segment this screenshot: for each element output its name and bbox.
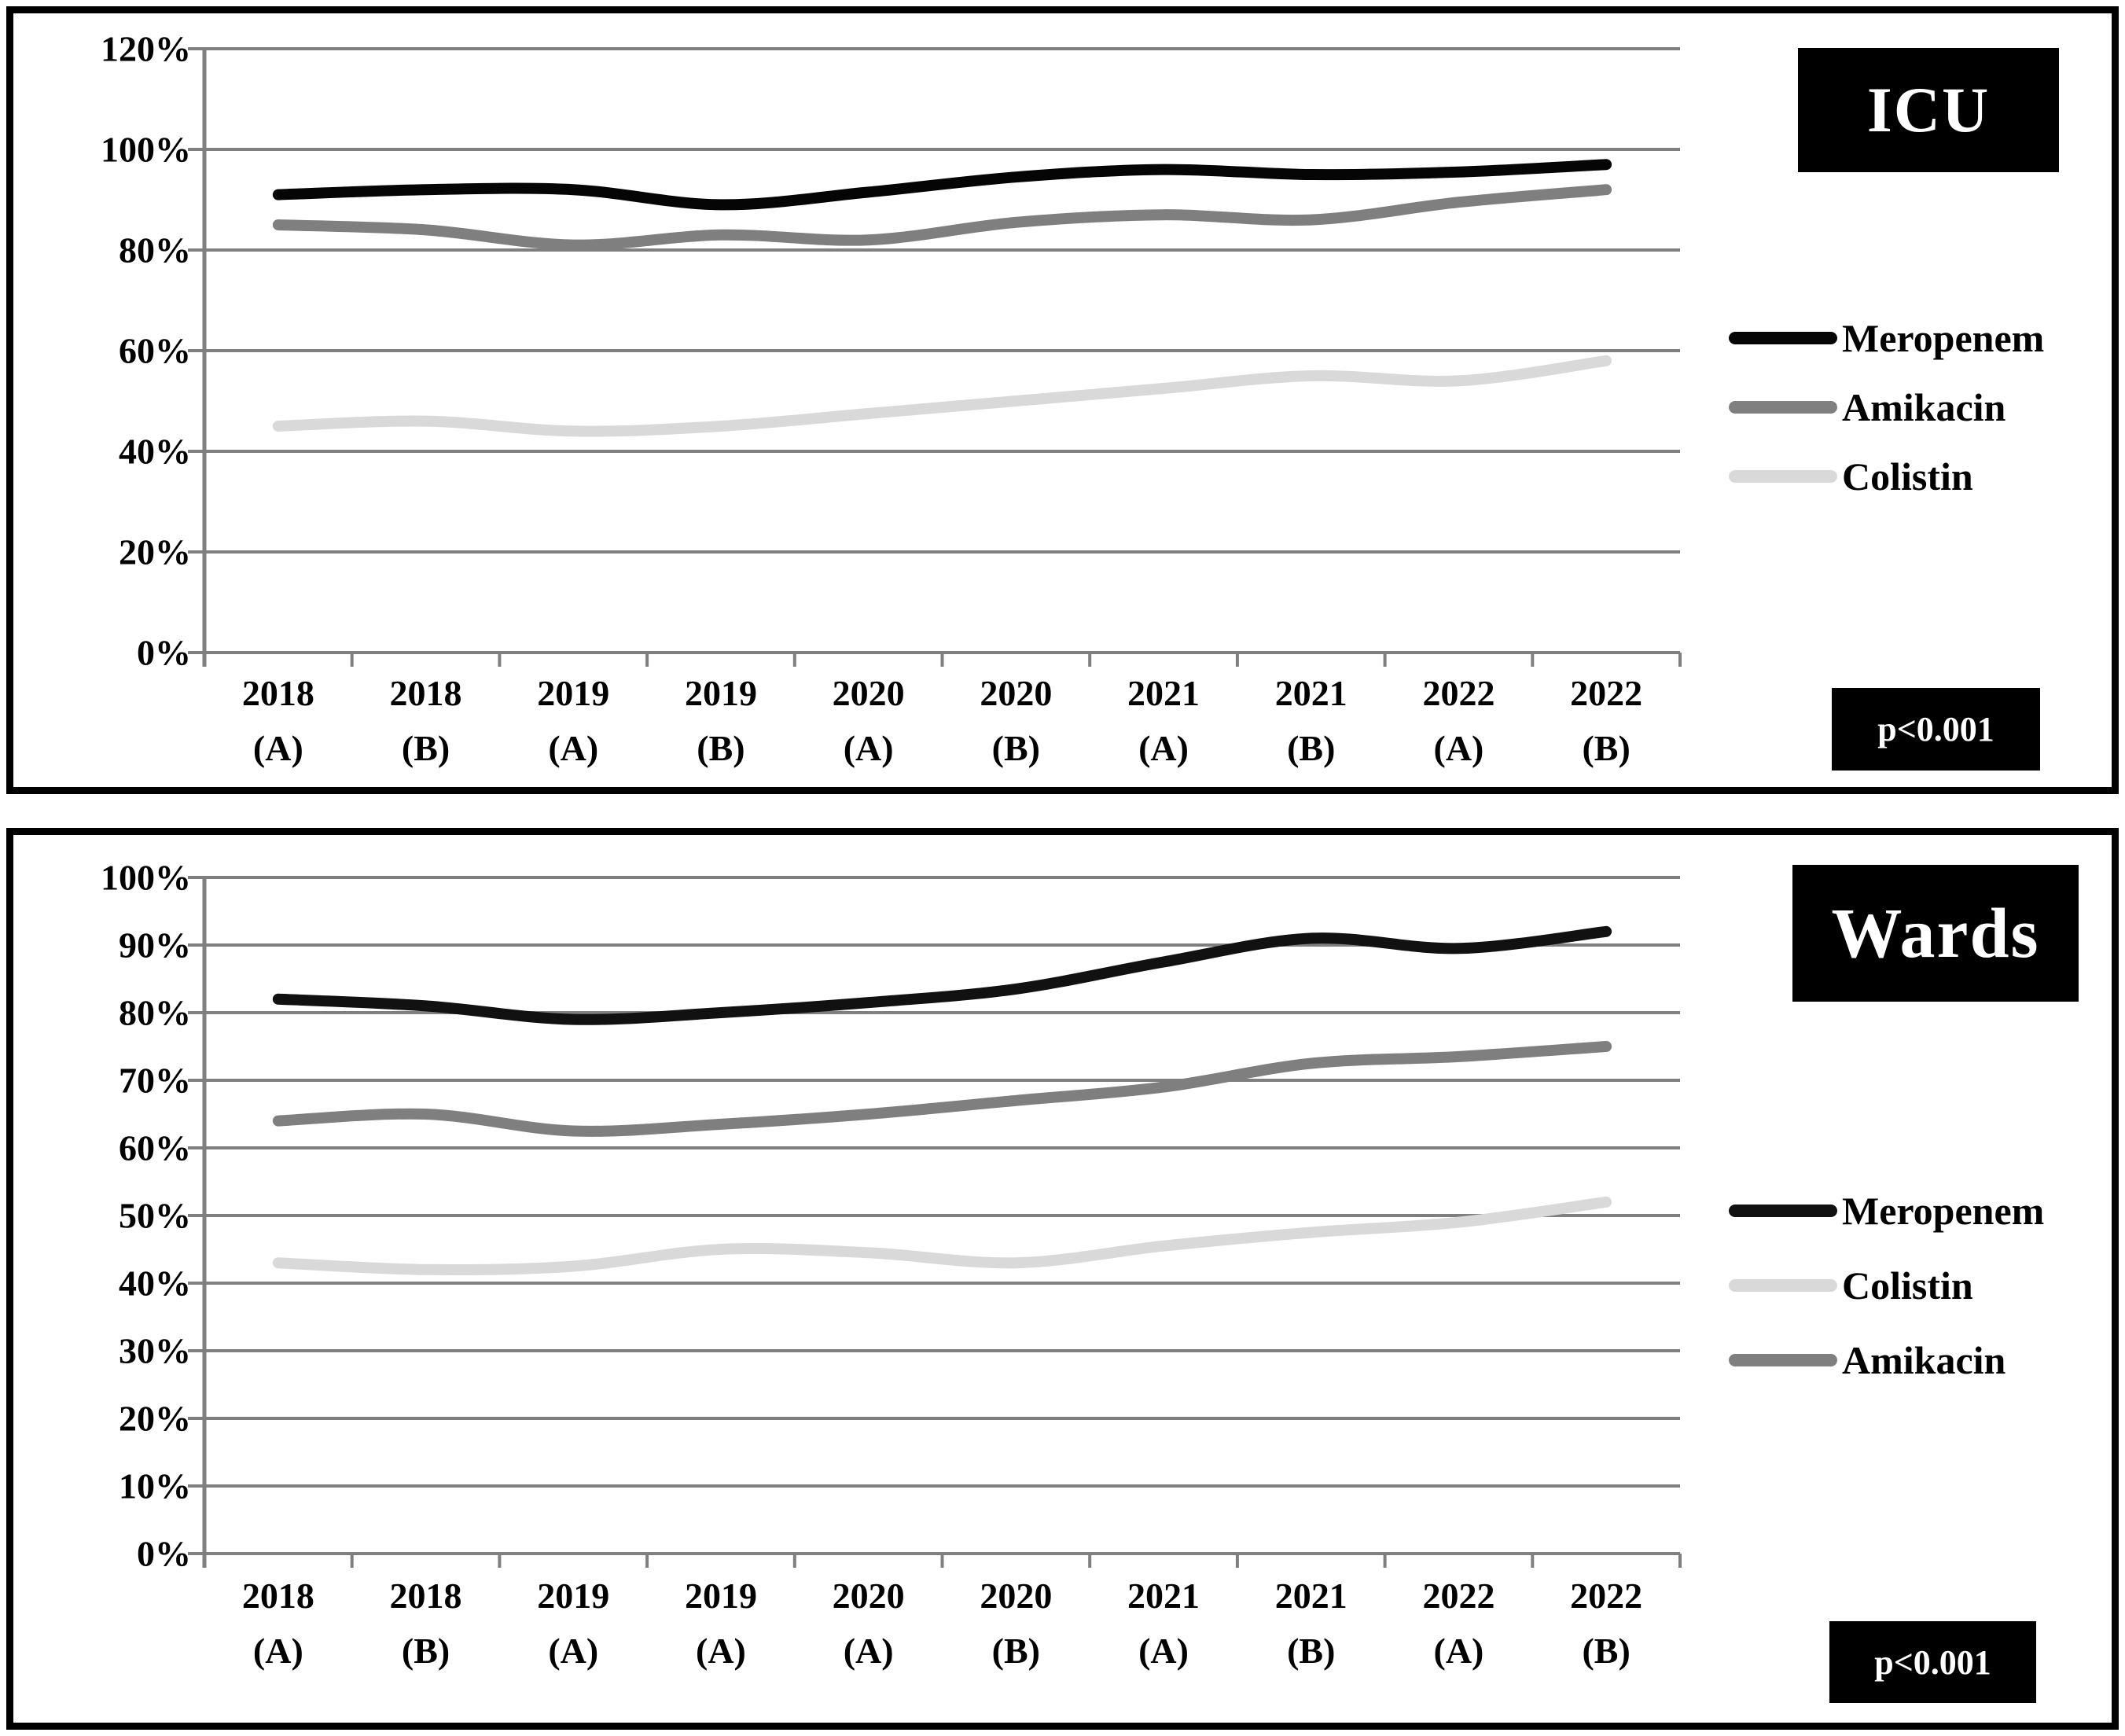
x-tick-label-year: 2018 [242,673,314,713]
x-tick-label-session: (B) [697,728,744,768]
x-tick-label-session: (B) [402,728,450,768]
x-tick-label-year: 2021 [1127,673,1200,713]
legend-label-amikacin: Amikacin [1842,385,2006,429]
x-tick-label-year: 2019 [685,673,757,713]
x-tick-label-session: (B) [1582,1631,1630,1671]
x-tick-label-year: 2020 [833,673,905,713]
x-axis-labels: 2018 (A) 2018 (B) 2019 (A) 2019 (B) 2020 (A) 2020 (… [242,673,1642,768]
series-line-colistin [272,355,1612,437]
x-tick-label-session: (B) [1287,1631,1335,1671]
y-axis-labels: 0% 20% 40% 60% 80% 100% 120% [101,29,191,673]
icu-title-box: ICU [1798,48,2059,172]
legend: Meropenem Colistin Amikacin [1729,1189,2044,1382]
x-axis-labels: 2018 (A) 2018 (B) 2019 (A) 2019 (A) 2020 (A) 2020 (… [242,1576,1642,1671]
icu-chart: 0% 20% 40% 60% 80% 100% 120% 2018 (A) 2018 (B) 2019… [101,29,2044,769]
x-tick-label-year: 2019 [537,673,609,713]
x-tick-label-session: (A) [1434,728,1484,768]
y-tick-label: 60% [119,331,191,371]
x-tick-label-session: (A) [253,728,303,768]
x-tick-label-session: (A) [253,1631,303,1671]
x-tick-label-year: 2022 [1422,1576,1494,1616]
y-tick-label: 50% [119,1196,191,1236]
gridlines [188,876,1680,1555]
x-tick-label-session: (A) [1138,1631,1189,1671]
y-tick-label: 60% [119,1128,191,1168]
legend-label-meropenem: Meropenem [1842,1189,2044,1233]
series-line-colistin [272,1196,1612,1276]
x-tick-label-year: 2020 [980,673,1052,713]
legend-label-colistin: Colistin [1842,1263,1973,1308]
legend: Meropenem Amikacin Colistin [1729,316,2044,498]
legend-label-colistin: Colistin [1842,454,1973,498]
x-tick-label-year: 2022 [1570,1576,1642,1616]
y-tick-label: 80% [119,993,191,1033]
series-line-meropenem [272,159,1612,211]
wards-chart: 0% 10% 20% 30% 40% 50% 60% 70% 80% 90% 100% 2018 (A)… [101,858,2044,1672]
x-tick-label-year: 2019 [537,1576,609,1616]
x-axis-ticks [203,653,1682,667]
y-tick-label: 40% [119,432,191,472]
wards-title-box: Wards [1792,865,2079,1002]
x-axis-ticks [203,1554,1682,1568]
y-tick-label: 0% [137,1534,191,1574]
x-tick-label-session: (B) [1287,728,1335,768]
x-tick-label-year: 2022 [1422,673,1494,713]
y-tick-label: 10% [119,1466,191,1506]
y-tick-label: 20% [119,532,191,572]
icu-title-text: ICU [1866,74,1991,145]
wards-panel: 0% 10% 20% 30% 40% 50% 60% 70% 80% 90% 100% 2018 (A)… [6,828,2119,1730]
x-tick-label-session: (A) [1434,1631,1484,1671]
series-line-meropenem [272,925,1612,1025]
icu-panel: 0% 20% 40% 60% 80% 100% 120% 2018 (A) 2018 (B) 2019… [6,6,2119,794]
x-tick-label-session: (A) [844,1631,894,1671]
x-tick-label-session: (B) [402,1631,450,1671]
x-tick-label-year: 2019 [685,1576,757,1616]
y-tick-label: 0% [137,633,191,673]
y-tick-label: 90% [119,925,191,965]
icu-pvalue-text: p<0.001 [1877,710,1994,748]
x-tick-label-session: (B) [992,1631,1040,1671]
y-axis-labels: 0% 10% 20% 30% 40% 50% 60% 70% 80% 90% 100% [101,858,191,1574]
x-tick-label-year: 2020 [833,1576,905,1616]
y-tick-label: 70% [119,1061,191,1101]
wards-pvalue-text: p<0.001 [1874,1642,1991,1682]
y-tick-label: 20% [119,1399,191,1439]
x-tick-label-session: (A) [548,1631,598,1671]
x-tick-label-session: (A) [844,728,894,768]
x-tick-label-year: 2021 [1275,673,1347,713]
x-tick-label-year: 2018 [390,673,462,713]
x-tick-label-year: 2018 [242,1576,314,1616]
x-tick-label-session: (B) [992,728,1040,768]
gridlines [188,47,1680,654]
y-tick-label: 100% [101,130,191,170]
icu-pvalue-box: p<0.001 [1832,688,2040,771]
y-tick-label: 120% [101,29,191,69]
x-tick-label-session: (A) [1138,728,1189,768]
y-tick-label: 100% [101,858,191,898]
y-tick-label: 80% [119,230,191,270]
wards-pvalue-box: p<0.001 [1829,1621,2036,1703]
legend-label-amikacin: Amikacin [1842,1338,2006,1382]
x-tick-label-session: (A) [548,728,598,768]
x-tick-label-year: 2021 [1275,1576,1347,1616]
series-line-amikacin [272,1041,1612,1137]
x-tick-label-session: (B) [1582,728,1630,768]
x-tick-label-year: 2020 [980,1576,1052,1616]
wards-title-text: Wards [1831,894,2040,973]
series-line-amikacin [272,184,1612,251]
y-tick-label: 30% [119,1331,191,1371]
x-tick-label-year: 2022 [1570,673,1642,713]
x-tick-label-year: 2018 [390,1576,462,1616]
legend-label-meropenem: Meropenem [1842,316,2044,360]
x-tick-label-year: 2021 [1127,1576,1200,1616]
x-tick-label-session: (A) [696,1631,746,1671]
y-tick-label: 40% [119,1263,191,1304]
